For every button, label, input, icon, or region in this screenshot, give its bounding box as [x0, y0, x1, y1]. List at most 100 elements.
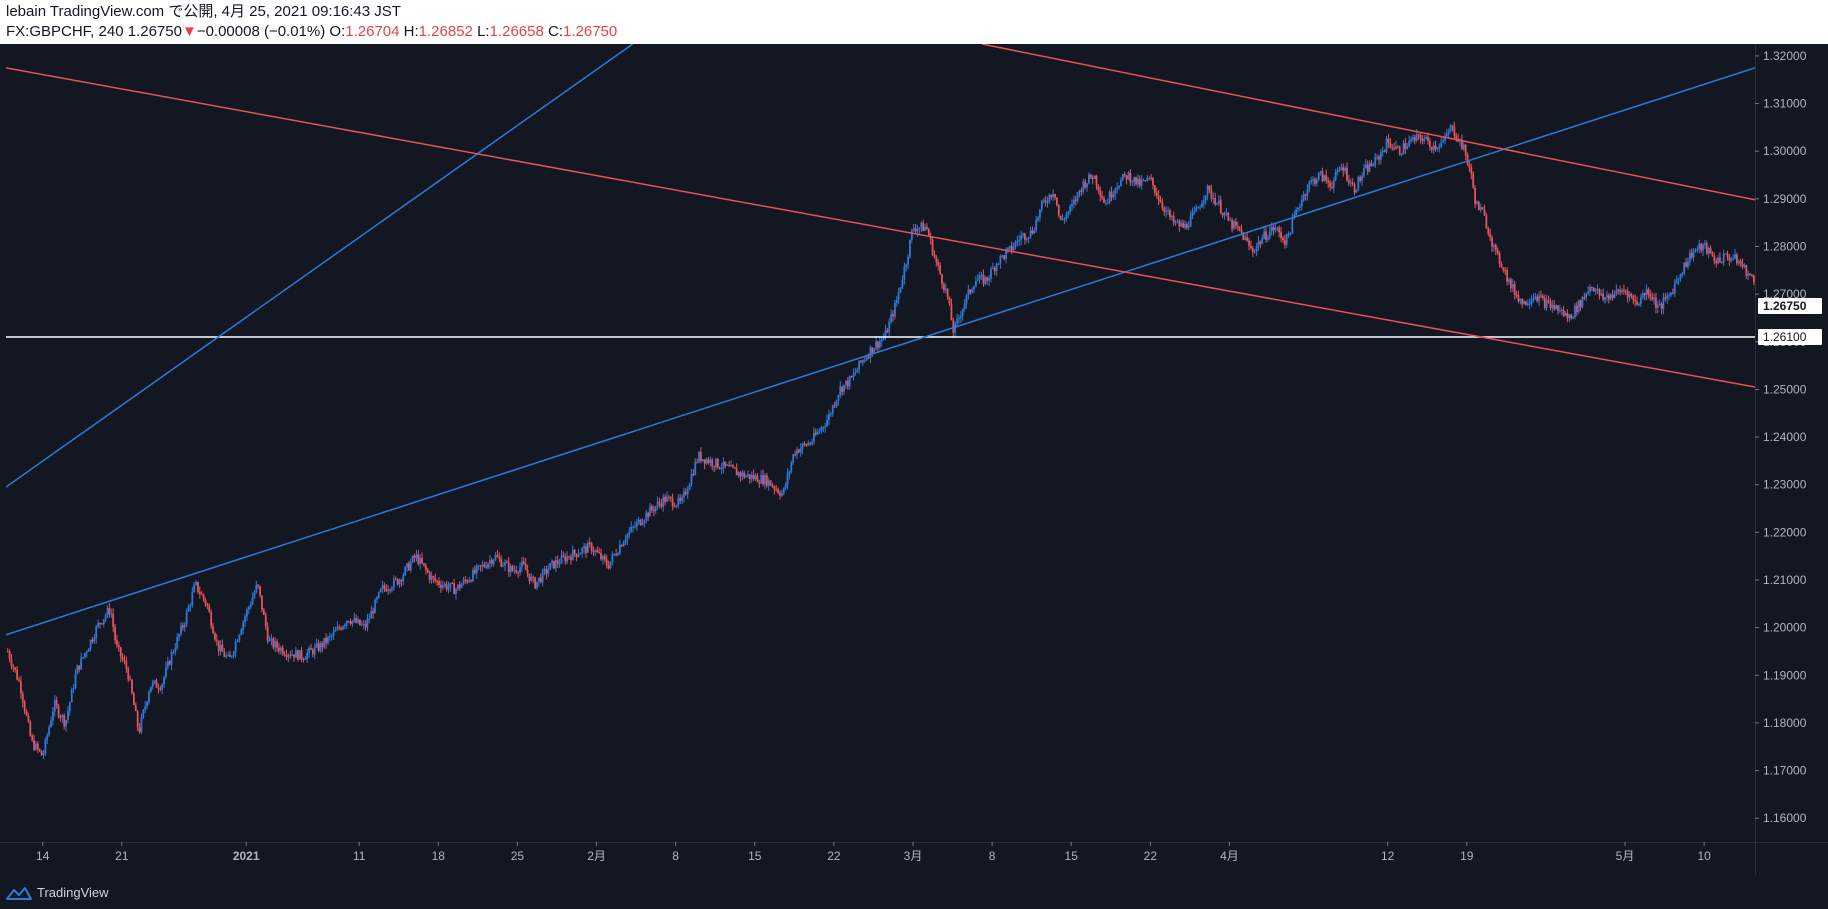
candle [1532, 293, 1535, 303]
candle [1159, 195, 1162, 203]
candle [1374, 153, 1377, 169]
candle [861, 359, 864, 366]
candle [886, 327, 889, 333]
candle [477, 564, 480, 571]
candle [618, 539, 621, 556]
candle [1617, 288, 1620, 295]
candle [654, 505, 657, 514]
candle [924, 223, 926, 232]
candle [436, 579, 439, 586]
candle [479, 565, 482, 572]
candle [1078, 189, 1081, 198]
candle [526, 564, 529, 578]
candle [1137, 174, 1139, 189]
candle [1540, 290, 1542, 299]
candle [1694, 248, 1697, 253]
candle [594, 548, 597, 557]
tradingview-logo-icon[interactable] [6, 886, 32, 900]
candle [939, 262, 942, 275]
candle [1244, 234, 1247, 241]
candle [1566, 309, 1569, 323]
candle [76, 664, 79, 675]
candle [161, 682, 164, 694]
candle [110, 608, 113, 618]
candle [1470, 163, 1473, 180]
high-value: 1.26852 [418, 23, 473, 40]
candle [1530, 295, 1533, 307]
y-tick-label: 1.30000 [1763, 144, 1807, 158]
blue-trend-line-1[interactable] [6, 44, 634, 488]
candle [1082, 178, 1085, 195]
blue-trend-line-2[interactable] [6, 67, 1755, 636]
candle [18, 676, 20, 683]
price-chart[interactable]: 1.16000 1.17000 1.18000 1.19000 1.20000 1.210… [0, 0, 1828, 876]
candle [193, 582, 196, 593]
candle [1483, 204, 1486, 216]
candle [1125, 175, 1128, 185]
candle [35, 740, 37, 752]
candle [217, 640, 220, 656]
candle [1040, 199, 1043, 213]
candle [603, 553, 606, 563]
candle [692, 469, 695, 477]
time-axis[interactable]: 14 21 2021 11 18 25 2月 8 15 22 3月 8 15 22 4月 12 19 5月 10 [0, 842, 1828, 863]
price-axis[interactable]: 1.16000 1.17000 1.18000 1.19000 1.20000 1.210… [1755, 44, 1822, 876]
candle [1705, 240, 1708, 255]
candle [564, 553, 567, 565]
x-tick-label: 5月 [1616, 849, 1635, 863]
candle [894, 299, 896, 320]
candle [304, 656, 307, 660]
candle [986, 276, 989, 285]
candle [1660, 301, 1663, 315]
candle [1071, 199, 1073, 212]
candle [100, 622, 103, 625]
candle [666, 491, 668, 503]
red-trend-line-3[interactable] [6, 67, 1755, 388]
candle [1248, 237, 1250, 251]
candle [1430, 146, 1433, 154]
symbol-label[interactable]: FX:GBPCHF, 240 [6, 23, 124, 40]
candle [462, 576, 465, 586]
candle [539, 573, 542, 584]
candle [272, 636, 275, 650]
candle [181, 622, 184, 631]
candle [1583, 292, 1586, 301]
open-label: O: [329, 23, 346, 40]
candle [1722, 249, 1725, 267]
candle [888, 318, 891, 336]
candle [219, 639, 222, 656]
candle [585, 543, 587, 558]
candle [1747, 270, 1750, 280]
candle [1300, 194, 1303, 211]
candle [733, 466, 736, 469]
candle [1489, 228, 1492, 242]
candle [1557, 305, 1559, 315]
candle [649, 502, 651, 517]
red-trend-line-4[interactable] [981, 44, 1755, 201]
candle [1349, 178, 1352, 188]
plot-area[interactable] [6, 44, 1794, 760]
candle [242, 620, 245, 635]
candle [1340, 163, 1343, 171]
candle [698, 450, 700, 464]
candle [176, 632, 179, 650]
candle [679, 494, 682, 505]
candle [78, 665, 81, 673]
candle [500, 555, 503, 568]
candle [1493, 242, 1495, 252]
candle [391, 585, 393, 593]
candle [669, 496, 672, 503]
candle [133, 691, 135, 706]
candle [223, 648, 226, 658]
candle [519, 562, 521, 577]
candle [1523, 299, 1525, 305]
candle [357, 616, 359, 625]
candle [1076, 191, 1079, 203]
candle [1069, 204, 1071, 216]
candle [1466, 152, 1469, 166]
candle [1172, 211, 1175, 226]
candle [202, 593, 205, 602]
footer-brand[interactable]: TradingView [37, 885, 109, 900]
candle [334, 626, 337, 632]
candle [743, 470, 746, 480]
